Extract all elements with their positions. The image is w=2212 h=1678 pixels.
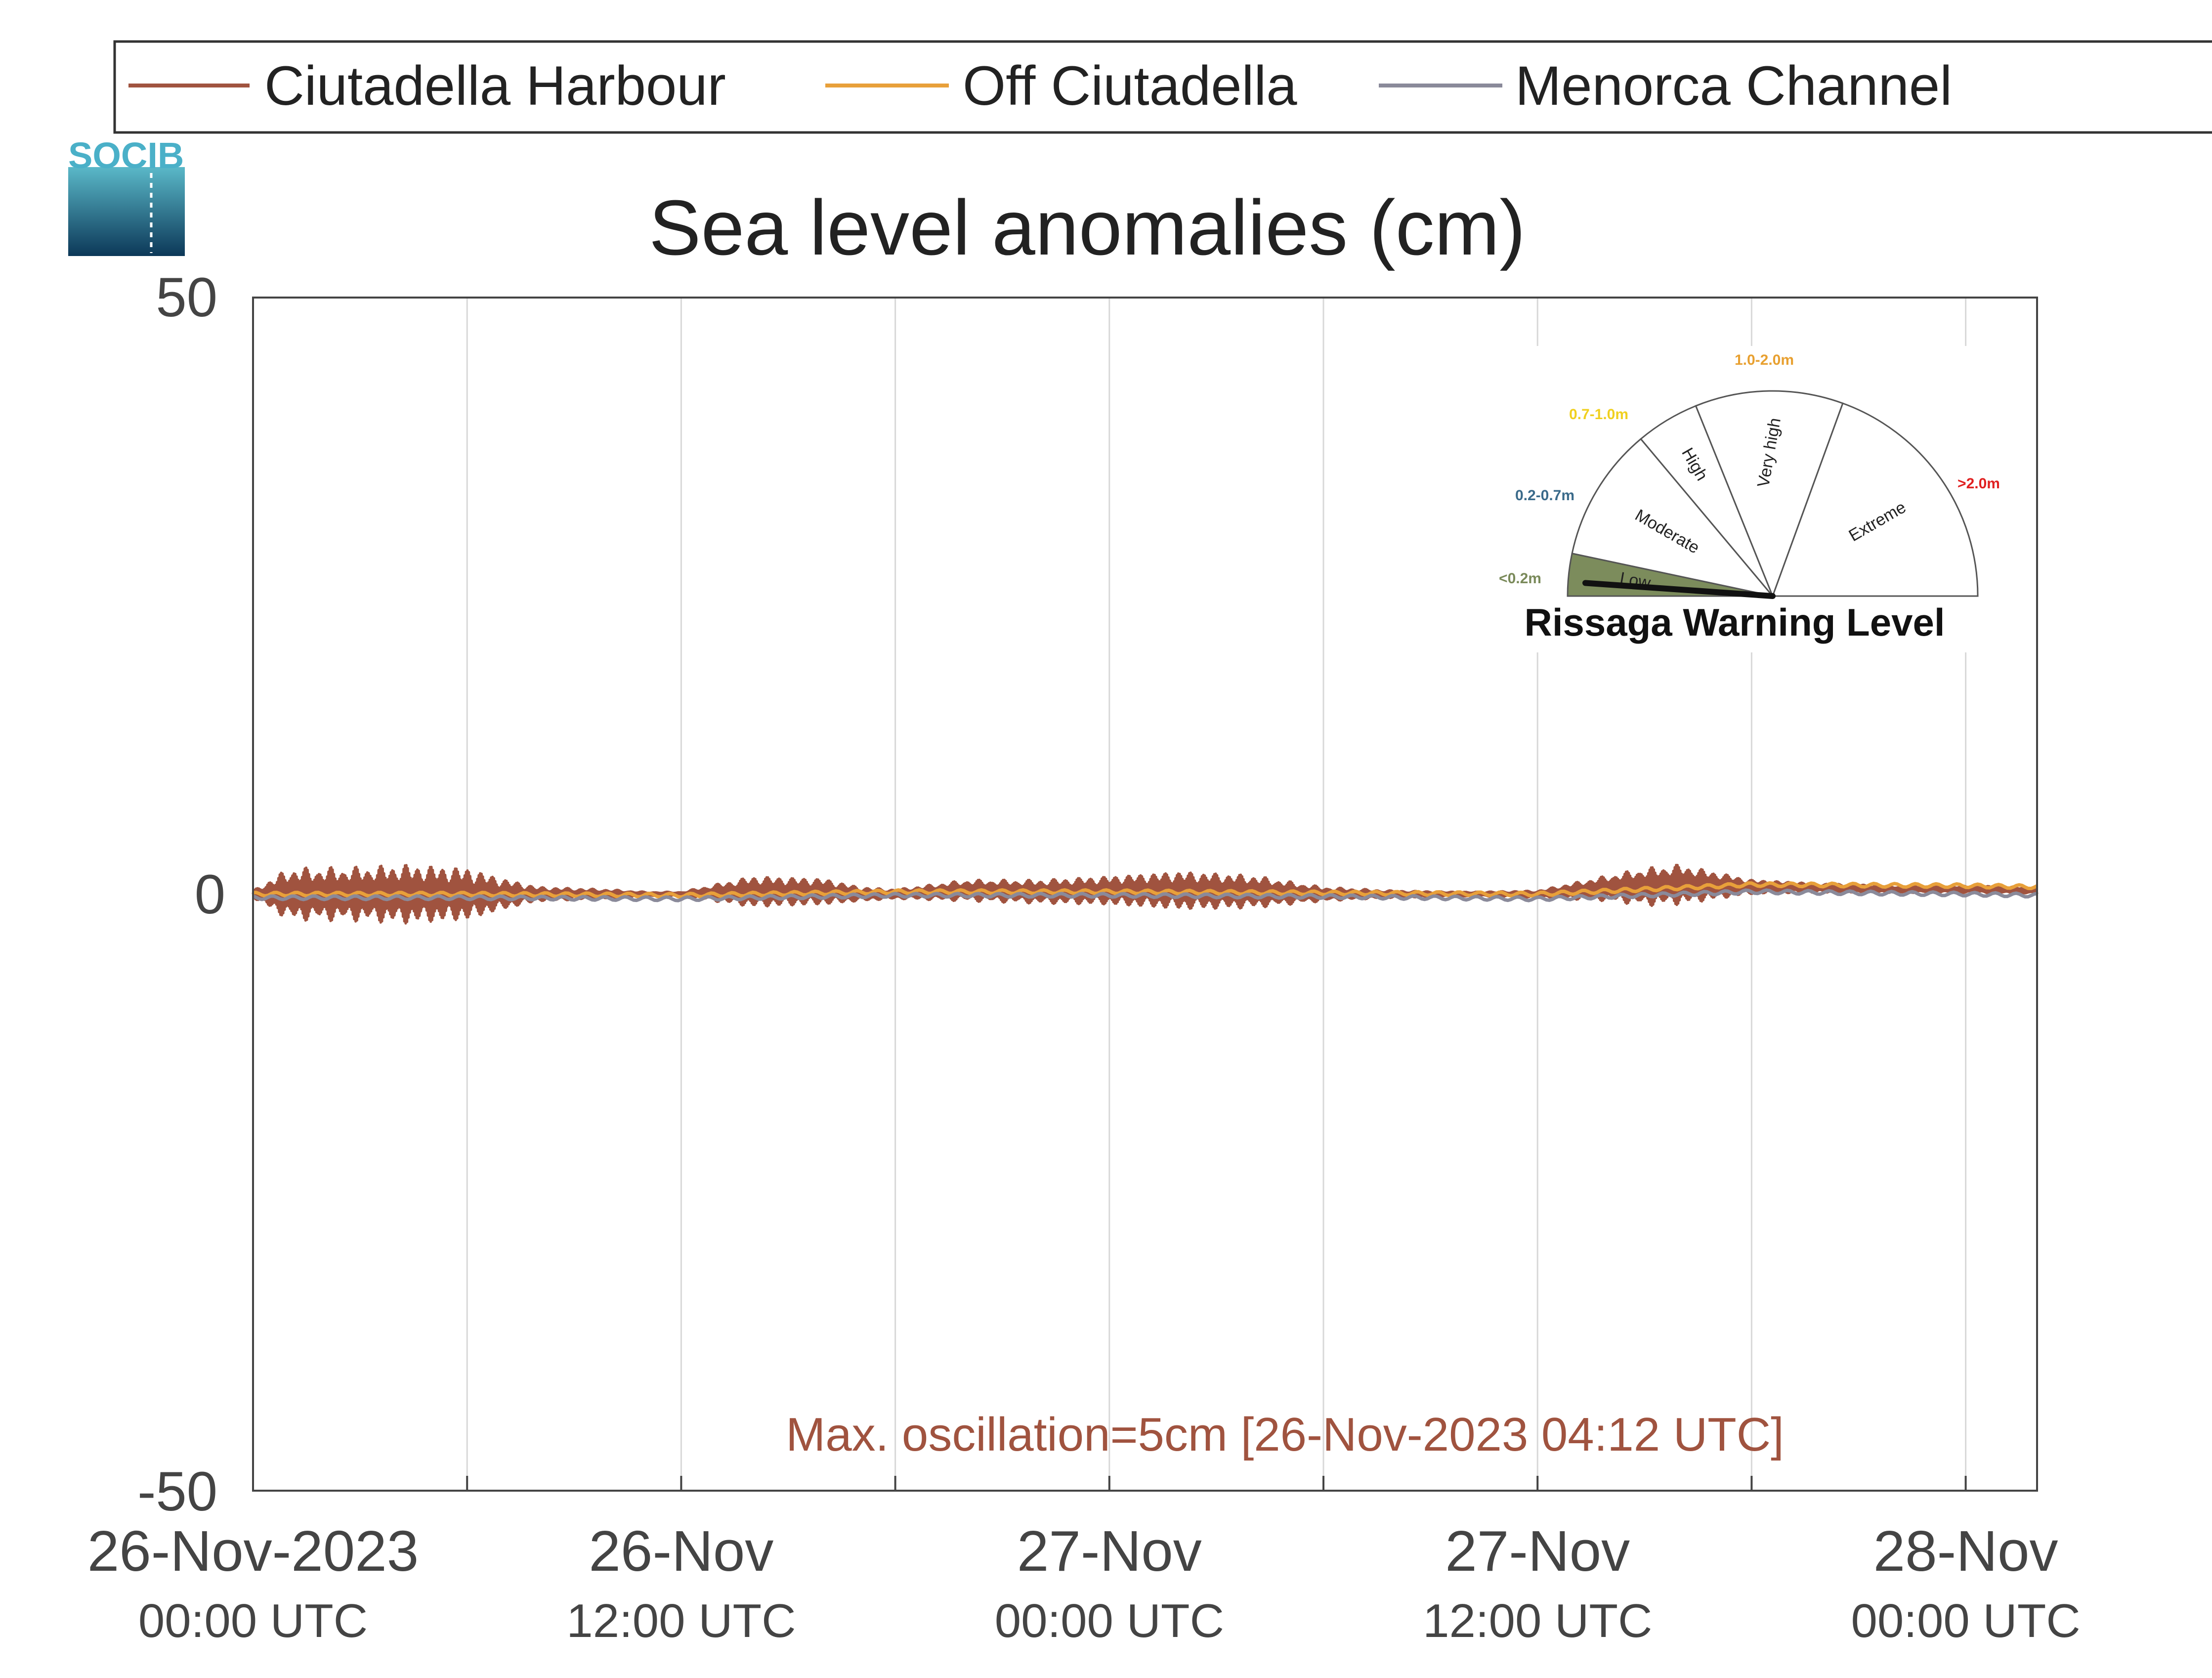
y-tick-label-minus-50: -50 (137, 1461, 217, 1522)
x-tick-date-1: 26-Nov (589, 1519, 773, 1583)
x-tick-time-2: 00:00 UTC (995, 1594, 1224, 1647)
gauge-range-low: <0.2m (1499, 570, 1541, 587)
socib-logo: SOCIB (68, 135, 185, 256)
x-tick-time-3: 12:00 UTC (1423, 1594, 1652, 1647)
series-line-menorca-channel (252, 888, 2038, 903)
x-tick-date-3: 27-Nov (1445, 1519, 1630, 1583)
rissaga-warning-gauge: Low<0.2mModerate0.2-0.7mHigh0.7-1.0mVery… (1492, 346, 2006, 652)
gauge-sectors: Low<0.2mModerate0.2-0.7mHigh0.7-1.0mVery… (1499, 352, 2000, 599)
legend-label-off-ciutadella: Off Ciutadella (963, 55, 1297, 117)
legend-label-ciutadella-harbour: Ciutadella Harbour (264, 55, 726, 117)
gauge-range-very-high: 1.0-2.0m (1735, 352, 1794, 368)
y-tick-label-50: 50 (156, 266, 217, 328)
gauge-sector-moderate (1571, 437, 1775, 598)
gauge-sector-very-high (1695, 390, 1844, 599)
gauge-title: Rissaga Warning Level (1524, 601, 1945, 644)
gauge-sector-extreme (1771, 402, 1979, 597)
socib-logo-text: SOCIB (68, 135, 184, 176)
x-tick-date-2: 27-Nov (1017, 1519, 1202, 1583)
max-oscillation-annotation: Max. oscillation=5cm [26-Nov-2023 04:12 … (786, 1408, 1784, 1461)
x-tick-date-0: 26-Nov-2023 (87, 1519, 419, 1583)
plot-frame (252, 297, 2038, 1492)
legend: Ciutadella Harbour Off Ciutadella Menorc… (113, 40, 2212, 134)
legend-box (113, 40, 2212, 134)
socib-logo-mark (68, 167, 185, 256)
x-tick-time-4: 00:00 UTC (1851, 1594, 2080, 1647)
chart-title: Sea level anomalies (cm) (649, 184, 1526, 271)
gauge-range-extreme: >2.0m (1957, 475, 2000, 492)
gauge-range-moderate: 0.2-0.7m (1515, 487, 1574, 504)
series-line-off-ciutadella (253, 881, 2038, 899)
series-layer (252, 863, 2039, 925)
x-axis: 26-Nov-2023 00:00 UTC 26-Nov 12:00 UTC 27-No… (87, 1519, 2081, 1647)
x-tick-time-0: 00:00 UTC (138, 1594, 368, 1647)
legend-label-menorca-channel: Menorca Channel (1515, 55, 1952, 117)
x-tick-time-1: 12:00 UTC (566, 1594, 796, 1647)
y-tick-label-0: 0 (195, 863, 225, 925)
x-tick-date-4: 28-Nov (1873, 1519, 2058, 1583)
gauge-needle (1582, 580, 1776, 599)
gauge-range-high: 0.7-1.0m (1569, 406, 1628, 423)
